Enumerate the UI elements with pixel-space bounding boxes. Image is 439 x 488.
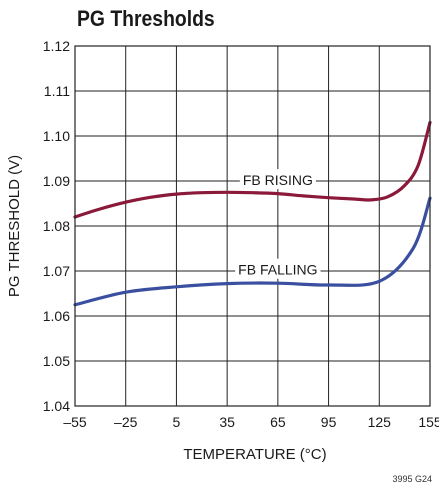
x-tick-label: –25 [114,414,138,430]
fb-rising-label-bg [239,169,316,190]
y-axis-label: PG THRESHOLD (V) [6,155,23,297]
x-tick-label: –55 [63,414,87,430]
x-tick-label: 35 [219,414,235,430]
y-tick-label: 1.06 [43,308,70,324]
x-tick-label: 5 [173,414,181,430]
chart-title: PG Thresholds [77,6,215,31]
x-axis-label: TEMPERATURE (°C) [183,446,326,463]
series-labels: FB RISING FB FALLING [235,169,321,279]
x-tick-labels: –55 –25 5 35 65 95 125 155 [63,414,439,430]
fb-rising-line [73,120,432,219]
y-tick-labels: 1.04 1.05 1.06 1.07 1.08 1.09 1.10 1.11 1.12 [43,38,70,414]
fb-falling-line [73,196,432,307]
y-tick-label: 1.07 [43,263,70,279]
fb-falling-label: FB FALLING [238,262,317,278]
figure-id: 3995 G24 [392,474,432,484]
x-tick-label: 155 [418,414,439,430]
grid-lines [75,46,430,406]
plot-border [74,45,431,407]
y-tick-label: 1.08 [43,218,70,234]
y-tick-label: 1.05 [43,353,70,369]
x-tick-label: 95 [321,414,337,430]
fb-falling-label-bg [235,258,321,279]
y-tick-label: 1.09 [43,173,70,189]
fb-rising-label: FB RISING [243,172,313,188]
y-tick-label: 1.11 [44,83,70,99]
y-tick-label: 1.10 [43,128,70,144]
x-tick-label: 65 [270,414,286,430]
y-tick-label: 1.12 [43,38,70,54]
plot-frame [74,45,431,407]
x-tick-label: 125 [368,414,392,430]
y-tick-label: 1.04 [43,398,70,414]
series-lines [73,120,432,307]
